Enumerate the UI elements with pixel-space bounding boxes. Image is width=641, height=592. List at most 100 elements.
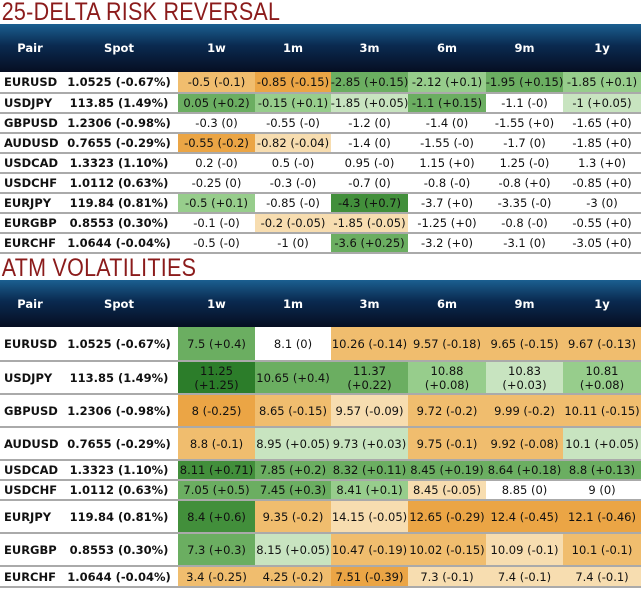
table-row: EURGBP 0.8553 (0.30%) 7.3 (+0.3) 8.15 (+0.0…: [0, 534, 641, 567]
value-cell-1w: 3.4 (-0.25): [178, 567, 255, 586]
value-cell-6m: 9.75 (-0.1): [408, 428, 486, 459]
pair-cell: GBPUSD: [4, 116, 58, 130]
column-header-1m: 1m: [283, 41, 303, 55]
risk-reversal-table: EURUSD 1.0525 (-0.67%) -0.5 (-0.1) -0.85 (-…: [0, 72, 641, 254]
value-cell-6m: 10.88 (+0.08): [408, 362, 486, 393]
value-cell-1w: -0.55 (-0.2): [178, 134, 255, 152]
value-cell-3m: -4.3 (+0.7): [331, 194, 408, 212]
value-cell-1y: -1 (+0.05): [563, 94, 641, 112]
value-cell-1y: 8.8 (+0.13): [563, 461, 641, 479]
value-cell-1y: 10.1 (-0.1): [563, 534, 641, 565]
value-cell-1w: 11.25 (+1.25): [178, 362, 255, 393]
spot-cell: 1.2306 (-0.98%): [67, 403, 171, 418]
pair-cell: EURJPY: [4, 509, 52, 524]
column-header-6m: 6m: [437, 296, 457, 311]
value-cell-1w: 7.05 (+0.5): [178, 481, 255, 499]
spot-cell: 0.8553 (0.30%): [69, 542, 169, 557]
value-cell-6m: 8.45 (-0.05): [408, 481, 486, 499]
value-cell-1y: 9 (0): [563, 481, 641, 499]
table-row: AUDUSD 0.7655 (-0.29%) 8.8 (-0.1) 8.95 (+0.…: [0, 428, 641, 461]
pair-cell: USDCHF: [4, 483, 58, 497]
pair-cell: GBPUSD: [4, 403, 58, 418]
value-cell-9m: 1.25 (-0): [486, 154, 563, 172]
value-cell-6m: 8.45 (+0.19): [408, 461, 486, 479]
pair-cell: AUDUSD: [4, 136, 59, 150]
value-cell-6m: 10.02 (-0.15): [408, 534, 486, 565]
value-cell-3m: 9.57 (-0.09): [331, 395, 408, 426]
value-cell-1y: 10.81 (+0.08): [563, 362, 641, 393]
pair-cell: USDCAD: [4, 463, 59, 477]
value-cell-3m: 10.47 (-0.19): [331, 534, 408, 565]
column-header-1w: 1w: [207, 41, 226, 55]
value-cell-1m: -1 (0): [255, 234, 331, 252]
column-header-1w: 1w: [207, 296, 226, 311]
value-cell-6m: 1.15 (+0): [408, 154, 486, 172]
atm-vol-header: Pair Spot 1w 1m 3m 6m 9m 1y: [0, 280, 641, 327]
value-cell-6m: -3.2 (+0): [408, 234, 486, 252]
value-cell-9m: -0.8 (+0): [486, 174, 563, 192]
spot-cell: 1.0644 (-0.04%): [67, 236, 171, 250]
spot-cell: 119.84 (0.81%): [69, 509, 169, 524]
value-cell-1w: 8 (-0.25): [178, 395, 255, 426]
value-cell-1m: -0.85 (-0.15): [255, 72, 331, 92]
value-cell-9m: -0.8 (-0): [486, 214, 563, 232]
value-cell-1w: 0.2 (-0): [178, 154, 255, 172]
value-cell-3m: -2.85 (+0.15): [331, 72, 408, 92]
value-cell-3m: -1.2 (0): [331, 114, 408, 132]
value-cell-9m: 12.4 (-0.45): [486, 501, 563, 532]
value-cell-1w: -0.5 (-0.1): [178, 72, 255, 92]
table-row: EURCHF 1.0644 (-0.04%) 3.4 (-0.25) 4.25 (-0…: [0, 567, 641, 588]
value-cell-3m: -0.7 (0): [331, 174, 408, 192]
value-cell-9m: 9.92 (-0.08): [486, 428, 563, 459]
value-cell-6m: 9.72 (-0.2): [408, 395, 486, 426]
value-cell-3m: 14.15 (-0.05): [331, 501, 408, 532]
column-header-pair: Pair: [17, 41, 43, 55]
value-cell-1y: 7.4 (-0.1): [563, 567, 641, 586]
column-header-1y: 1y: [594, 41, 610, 55]
spot-cell: 0.7655 (-0.29%): [67, 436, 171, 451]
spot-cell: 119.84 (0.81%): [69, 196, 169, 210]
value-cell-1y: -0.85 (+0): [563, 174, 641, 192]
value-cell-1w: -0.3 (0): [178, 114, 255, 132]
pair-cell: USDJPY: [4, 96, 53, 110]
value-cell-9m: 7.4 (-0.1): [486, 567, 563, 586]
value-cell-9m: 10.09 (-0.1): [486, 534, 563, 565]
value-cell-3m: -1.85 (-0.05): [331, 214, 408, 232]
atm-vol-table: EURUSD 1.0525 (-0.67%) 7.5 (+0.4) 8.1 (0) 10…: [0, 327, 641, 588]
value-cell-1m: 4.25 (-0.2): [255, 567, 331, 586]
value-cell-3m: 8.41 (+0.1): [331, 481, 408, 499]
risk-reversal-section: 25-DELTA RISK REVERSAL Pair Spot 1w 1m 3m 6m 9…: [0, 0, 641, 254]
spot-cell: 1.0525 (-0.67%): [67, 336, 171, 351]
value-cell-1w: 8.11 (+0.71): [178, 461, 255, 479]
value-cell-1y: -1.65 (+0): [563, 114, 641, 132]
value-cell-9m: 8.64 (+0.18): [486, 461, 563, 479]
table-row: GBPUSD 1.2306 (-0.98%) -0.3 (0) -0.55 (-0) -…: [0, 114, 641, 134]
column-header-3m: 3m: [359, 296, 380, 311]
value-cell-3m: 11.37 (+0.22): [331, 362, 408, 393]
pair-cell: EURCHF: [4, 569, 56, 584]
pair-cell: EURUSD: [4, 75, 58, 89]
value-cell-1m: 9.35 (-0.2): [255, 501, 331, 532]
column-header-spot: Spot: [104, 296, 134, 311]
value-cell-1y: 12.1 (-0.46): [563, 501, 641, 532]
spot-cell: 0.7655 (-0.29%): [67, 136, 171, 150]
value-cell-1w: -0.5 (-0): [178, 234, 255, 252]
column-header-6m: 6m: [437, 41, 457, 55]
table-row: USDJPY 113.85 (1.49%) 0.05 (+0.2) -0.15 (+0…: [0, 94, 641, 114]
value-cell-9m: 9.99 (-0.2): [486, 395, 563, 426]
value-cell-1y: -3 (0): [563, 194, 641, 212]
value-cell-1m: 0.5 (-0): [255, 154, 331, 172]
value-cell-6m: -1.4 (0): [408, 114, 486, 132]
value-cell-3m: 9.73 (+0.03): [331, 428, 408, 459]
value-cell-1y: -0.55 (+0): [563, 214, 641, 232]
spot-cell: 1.0112 (0.63%): [69, 176, 169, 190]
table-row: EURJPY 119.84 (0.81%) 8.4 (+0.6) 9.35 (-0.2…: [0, 501, 641, 534]
value-cell-1y: -1.85 (+0): [563, 134, 641, 152]
pair-cell: EURGBP: [4, 216, 57, 230]
table-row: GBPUSD 1.2306 (-0.98%) 8 (-0.25) 8.65 (-0.1…: [0, 395, 641, 428]
pair-cell: EURCHF: [4, 236, 56, 250]
pair-cell: EURJPY: [4, 196, 52, 210]
value-cell-6m: -1.25 (+0): [408, 214, 486, 232]
pair-cell: AUDUSD: [4, 436, 59, 451]
value-cell-9m: -1.7 (0): [486, 134, 563, 152]
